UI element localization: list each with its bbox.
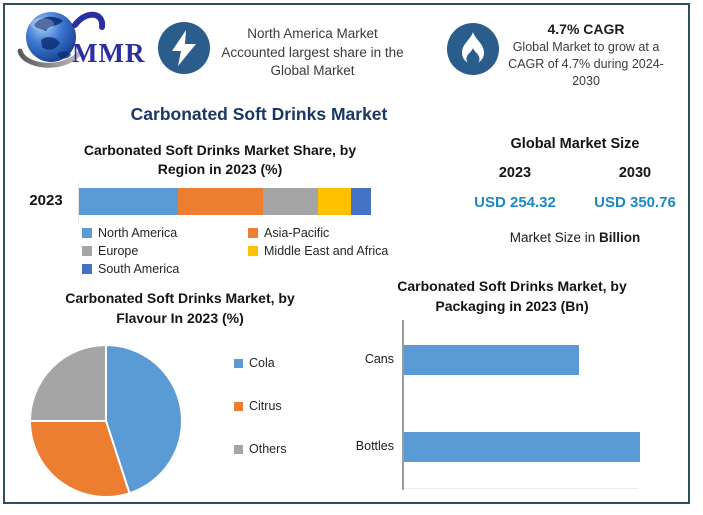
highlight-line: Global Market <box>270 63 355 79</box>
packaging-category-label: Cans <box>364 352 394 366</box>
region-chart-title-line: Region in 2023 (%) <box>157 161 283 178</box>
market-size-year-end: 2030 <box>618 165 652 181</box>
packaging-bar-cans <box>404 345 579 375</box>
market-size-title: Global Market Size <box>510 136 640 152</box>
flavour-pie <box>28 343 183 498</box>
legend-item-south-america: South America <box>82 262 248 276</box>
legend-marker <box>234 444 243 454</box>
pie-slice-cola <box>105 343 183 495</box>
mmr-logo: MMR <box>12 5 147 75</box>
logo-globe-highlight <box>30 18 54 30</box>
logo-text: MMR <box>72 38 145 68</box>
cagr-line: CAGR of 4.7% during 2024- <box>508 56 664 71</box>
cagr-line: Global Market to grow at a <box>512 40 660 54</box>
logo-continent <box>41 37 60 50</box>
legend-label: South America <box>98 262 180 276</box>
logo-swoosh-gray <box>17 48 83 68</box>
legend-label: Europe <box>98 244 139 258</box>
legend-item-cola: Cola <box>234 356 287 370</box>
legend-item-others: Others <box>234 442 287 456</box>
page-title: Carbonated Soft Drinks Market <box>130 104 388 124</box>
market-size-note-unit: Billion <box>599 230 641 245</box>
pie-slice-others <box>28 343 107 422</box>
packaging-chart-area: Cans Bottles <box>356 320 640 490</box>
legend-marker <box>248 246 258 256</box>
highlight-text: North America Market Accounted largest s… <box>210 25 415 81</box>
packaging-chart-title: Carbonated Soft Drinks Market, by Packag… <box>367 277 657 316</box>
flavour-chart-title-line: Carbonated Soft Drinks Market, by <box>65 290 295 306</box>
region-bar-segment-asia-pacific <box>178 188 263 215</box>
region-bar-segment-north-america <box>79 188 179 215</box>
market-size-value-start: USD 254.32 <box>474 194 556 211</box>
legend-marker <box>82 228 92 238</box>
market-size-note: Market Size in Billion <box>455 230 695 245</box>
cagr-block: 4.7% CAGR Global Market to grow at a CAG… <box>502 21 670 89</box>
region-chart-title: Carbonated Soft Drinks Market Share, by … <box>52 141 388 180</box>
legend-item-middle-east-africa: Middle East and Africa <box>248 244 412 258</box>
legend-label: Others <box>249 442 287 456</box>
legend-label: Middle East and Africa <box>264 244 389 258</box>
region-bar-segment-europe <box>262 188 319 215</box>
lightning-icon <box>158 22 210 74</box>
legend-item-asia-pacific: Asia-Pacific <box>248 226 412 240</box>
legend-label: Asia-Pacific <box>264 226 330 240</box>
region-chart-title-line: Carbonated Soft Drinks Market Share, by <box>83 142 357 158</box>
highlight-line: North America Market <box>247 26 378 41</box>
legend-marker <box>82 246 92 256</box>
region-bar-segment-middle-east-and-africa <box>318 188 351 215</box>
packaging-bar-bottles <box>404 432 640 462</box>
packaging-row-bottles: Bottles <box>356 432 640 462</box>
packaging-chart-baseline <box>404 488 638 489</box>
region-stacked-bar <box>79 188 371 215</box>
packaging-category-label: Bottles <box>355 439 394 453</box>
legend-marker <box>234 401 243 411</box>
region-chart-axis <box>78 183 79 223</box>
legend-label: North America <box>98 226 178 240</box>
market-size-year-start: 2023 <box>498 165 532 181</box>
legend-marker <box>234 358 243 368</box>
pie-slice-citrus <box>28 420 131 498</box>
region-bar-segment-south-america <box>350 188 371 215</box>
flavour-chart-title-line: Flavour In 2023 (%) <box>116 309 244 326</box>
flame-icon <box>447 23 499 75</box>
logo-swoosh-blue <box>72 11 106 30</box>
flavour-chart-legend: Cola Citrus Others <box>234 356 287 456</box>
market-size-panel: Global Market Size 2023 2030 USD 254.32 … <box>455 136 695 245</box>
legend-marker <box>82 264 92 274</box>
packaging-chart-axis <box>402 320 404 490</box>
legend-item-europe: Europe <box>82 244 248 258</box>
legend-marker <box>248 228 258 238</box>
region-chart-legend: North America Asia-Pacific Europe Middle… <box>82 226 412 276</box>
legend-item-citrus: Citrus <box>234 399 287 413</box>
market-size-note-prefix: Market Size in <box>509 230 600 245</box>
cagr-line: 2030 <box>572 73 600 88</box>
packaging-chart-title-line: Carbonated Soft Drinks Market, by <box>397 278 627 294</box>
logo-continent <box>34 16 63 31</box>
market-size-value-end: USD 350.76 <box>594 194 676 211</box>
legend-label: Citrus <box>249 399 282 413</box>
legend-label: Cola <box>249 356 275 370</box>
packaging-chart-title-line: Packaging in 2023 (Bn) <box>435 297 589 314</box>
highlight-line: Accounted largest share in the <box>221 44 404 60</box>
legend-item-north-america: North America <box>82 226 248 240</box>
packaging-row-cans: Cans <box>365 345 640 375</box>
cagr-text: Global Market to grow at a CAGR of 4.7% … <box>502 39 670 89</box>
market-size-years: 2023 2030 <box>455 165 695 181</box>
region-chart-category-label: 2023 <box>29 192 63 209</box>
market-size-values: USD 254.32 USD 350.76 <box>455 194 695 211</box>
mmr-globe-logo-icon: MMR <box>17 11 145 68</box>
cagr-title: 4.7% CAGR <box>547 21 625 37</box>
logo-continent <box>57 51 71 59</box>
flavour-chart-title: Carbonated Soft Drinks Market, by Flavou… <box>28 289 332 328</box>
